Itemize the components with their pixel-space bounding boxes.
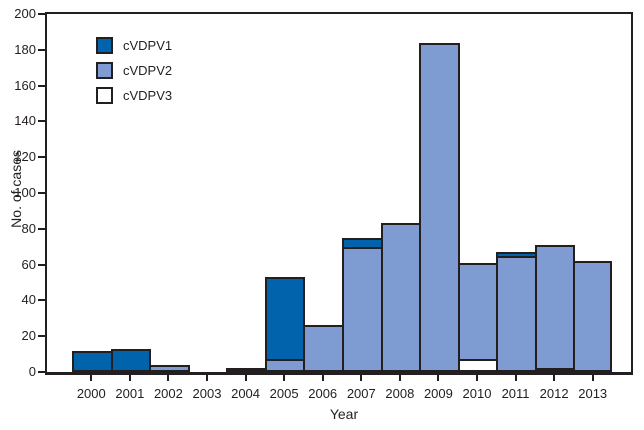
bar-segment-cVDPV1-2005 — [264, 277, 306, 362]
bar-segment-cVDPV2-2011 — [496, 255, 537, 372]
x-tick-label: 2002 — [153, 386, 183, 401]
bar-segment-cVDPV2-2008 — [380, 223, 422, 372]
x-tick-label: 2012 — [539, 386, 569, 401]
x-tick — [476, 375, 478, 381]
x-tick-label: 2009 — [423, 386, 453, 401]
x-tick-label: 2001 — [115, 386, 145, 401]
bar-segment-cVDPV2-2012 — [534, 244, 576, 371]
y-tick — [38, 84, 45, 87]
bar-segment-cVDPV2-2007 — [342, 246, 383, 372]
x-tick-label: 2008 — [385, 386, 415, 401]
y-tick-label: 160 — [14, 77, 36, 93]
y-tick-label: 120 — [14, 149, 36, 165]
x-tick — [514, 375, 517, 381]
y-tick-label: 80 — [21, 220, 36, 236]
bar-segment-cVDPV1-2000 — [72, 350, 113, 372]
x-tick — [437, 375, 440, 381]
legend: cVDPV1 cVDPV2 cVDPV3 — [96, 37, 172, 112]
x-tick-label: 2010 — [462, 386, 492, 401]
y-tick-label: 200 — [14, 6, 36, 21]
y-tick — [38, 13, 45, 15]
legend-label: cVDPV1 — [123, 38, 173, 53]
bar-segment-cVDPV1-2011 — [496, 252, 537, 258]
y-tick — [38, 371, 45, 373]
legend-swatch-icon — [96, 62, 113, 79]
x-tick — [244, 375, 247, 381]
x-tick-label: 2004 — [231, 386, 261, 401]
x-tick-label: 2000 — [76, 386, 106, 401]
bar-segment-cVDPV1-2007 — [342, 237, 383, 249]
y-tick-label: 60 — [21, 256, 36, 272]
x-tick — [90, 375, 93, 381]
x-tick-label: 2007 — [346, 386, 376, 401]
x-tick — [283, 375, 286, 381]
y-tick-label: 140 — [14, 113, 36, 129]
x-tick — [321, 375, 324, 381]
bar-segment-cVDPV2-2002 — [149, 364, 190, 372]
y-tick-label: 100 — [14, 185, 36, 200]
bar-segment-cVDPV2-2010 — [457, 262, 499, 362]
x-tick — [553, 375, 556, 381]
legend-label: cVDPV2 — [123, 63, 173, 78]
x-tick — [398, 375, 401, 381]
x-tick-label: 2003 — [192, 386, 222, 401]
y-tick — [38, 335, 45, 338]
legend-item-cVDPV3: cVDPV3 — [96, 87, 172, 104]
x-tick — [591, 375, 594, 381]
x-tick-label: 2005 — [269, 386, 299, 401]
y-tick-label: 180 — [14, 41, 36, 57]
y-tick — [38, 227, 45, 230]
legend-item-cVDPV1: cVDPV1 — [96, 37, 172, 54]
bar-segment-cVDPV1-2004 — [226, 368, 267, 372]
x-tick — [206, 375, 208, 381]
y-tick — [38, 299, 45, 302]
y-tick — [38, 263, 45, 266]
bar-segment-cVDPV2-2009 — [419, 42, 460, 372]
bar-segment-cVDPV2-2006 — [303, 325, 344, 372]
x-tick-label: 2013 — [578, 386, 608, 401]
y-tick-label: 40 — [21, 292, 36, 308]
y-tick — [38, 156, 45, 159]
y-tick — [38, 48, 45, 51]
x-tick — [167, 375, 170, 381]
y-tick-label: 20 — [21, 328, 36, 344]
bar-segment-cVDPV2-2013 — [573, 261, 612, 372]
bar-segment-cVDPV1-2001 — [110, 348, 152, 372]
x-axis-title: Year — [329, 406, 359, 422]
x-tick-label: 2011 — [501, 386, 530, 401]
legend-item-cVDPV2: cVDPV2 — [96, 62, 172, 79]
y-tick — [38, 120, 45, 123]
plot-area — [45, 12, 633, 375]
legend-swatch-icon — [96, 37, 113, 54]
y-tick-label: 0 — [28, 364, 36, 379]
legend-swatch-icon — [96, 87, 113, 104]
x-tick-label: 2006 — [308, 386, 338, 401]
y-tick — [38, 192, 45, 194]
legend-label: cVDPV3 — [123, 88, 173, 103]
x-tick — [128, 375, 131, 381]
x-tick — [360, 375, 363, 381]
